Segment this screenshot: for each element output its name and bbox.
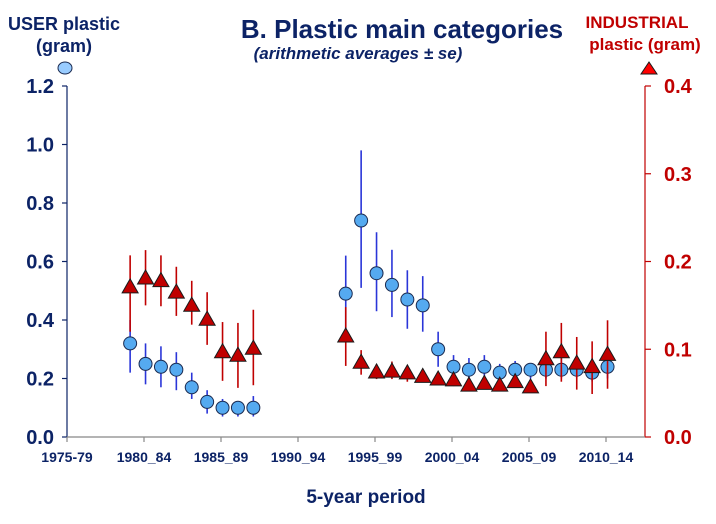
x-axis-tick-label: 2010_14 — [579, 449, 634, 465]
user-point — [477, 359, 492, 374]
user-point — [461, 362, 476, 377]
x-axis-tick-label: 1995_99 — [348, 449, 403, 465]
industrial-point — [167, 283, 186, 299]
user-point — [123, 336, 138, 351]
industrial-point — [398, 363, 417, 380]
user-point — [431, 342, 446, 357]
right-axis-tick-label: 0.4 — [664, 76, 693, 98]
right-axis-tick-label: 0.2 — [664, 252, 692, 274]
user-point — [523, 362, 538, 377]
user-point — [200, 394, 215, 409]
industrial-point — [460, 376, 478, 392]
industrial-point — [383, 362, 401, 378]
series-industrial-plastic — [121, 250, 617, 395]
industrial-point — [552, 342, 571, 359]
industrial-point — [537, 349, 555, 366]
legend-user-circle-icon — [57, 61, 73, 75]
left-axis-ticks: 0.0 0.2 0.4 0.6 0.8 1.0 1.2 — [26, 76, 67, 449]
industrial-point — [444, 370, 463, 387]
industrial-point — [506, 372, 525, 389]
industrial-point — [475, 374, 494, 390]
user-point — [400, 292, 415, 307]
industrial-point — [352, 353, 371, 369]
x-axis-tick-label: 1975-79 — [41, 449, 93, 465]
legend-industrial-triangle-icon — [640, 61, 658, 75]
chart-subtitle: (arithmetic averages ± se) — [254, 44, 463, 63]
user-point — [415, 298, 430, 313]
user-point — [246, 400, 261, 415]
industrial-point — [152, 271, 170, 288]
chart-title: B. Plastic main categories — [241, 14, 563, 44]
user-point — [230, 400, 245, 415]
right-axis-tick-label: 0.1 — [664, 339, 692, 361]
right-axis-label-line2: plastic (gram) — [589, 35, 700, 54]
industrial-point — [521, 377, 540, 394]
industrial-point — [229, 346, 247, 362]
industrial-point — [182, 296, 201, 312]
x-axis-tick-label: 1980_84 — [117, 449, 172, 465]
right-axis-ticks: 0.0 0.1 0.2 0.3 0.4 — [645, 76, 693, 449]
left-axis-tick-label: 0.4 — [26, 310, 55, 332]
user-point — [215, 400, 230, 415]
user-point — [153, 359, 168, 374]
left-axis-tick-label: 1.2 — [26, 76, 54, 98]
user-point — [138, 356, 153, 371]
industrial-point — [567, 354, 586, 370]
x-axis-tick-label: 2000_04 — [425, 449, 480, 465]
left-axis-tick-label: 0.2 — [26, 369, 54, 391]
user-point — [169, 362, 184, 377]
industrial-point — [413, 367, 432, 383]
left-axis-tick-label: 0.6 — [26, 252, 54, 274]
right-axis-label-line1: INDUSTRIAL — [586, 13, 689, 32]
user-point — [384, 277, 399, 292]
left-axis-label-line2: (gram) — [36, 36, 92, 56]
left-axis-tick-label: 0.8 — [26, 193, 54, 215]
left-axis-tick-label: 0.0 — [26, 427, 54, 449]
industrial-point — [598, 345, 617, 361]
user-point — [354, 213, 369, 228]
industrial-point — [490, 376, 509, 392]
x-axis-tick-label: 1990_94 — [271, 449, 326, 465]
x-axis-tick-label: 1985_89 — [194, 449, 249, 465]
x-axis-tick-label: 2005_09 — [502, 449, 557, 465]
industrial-point — [136, 269, 155, 285]
industrial-point — [583, 357, 602, 374]
user-point — [338, 286, 353, 301]
industrial-point — [367, 362, 386, 379]
industrial-point — [121, 277, 140, 294]
right-axis-tick-label: 0.3 — [664, 164, 692, 186]
industrial-point — [244, 339, 263, 355]
left-axis-tick-label: 1.0 — [26, 135, 54, 157]
industrial-point — [429, 369, 448, 386]
user-point — [184, 380, 199, 395]
user-point — [369, 266, 384, 281]
left-axis-label-line1: USER plastic — [8, 14, 120, 34]
industrial-point — [336, 326, 355, 343]
right-axis-tick-label: 0.0 — [664, 427, 692, 449]
industrial-point — [198, 310, 217, 326]
industrial-point — [213, 342, 232, 359]
x-axis-ticks: 1975-79 1980_84 1985_89 1990_94 1995_99 2000_… — [41, 437, 633, 465]
x-axis-title: 5-year period — [306, 487, 425, 508]
